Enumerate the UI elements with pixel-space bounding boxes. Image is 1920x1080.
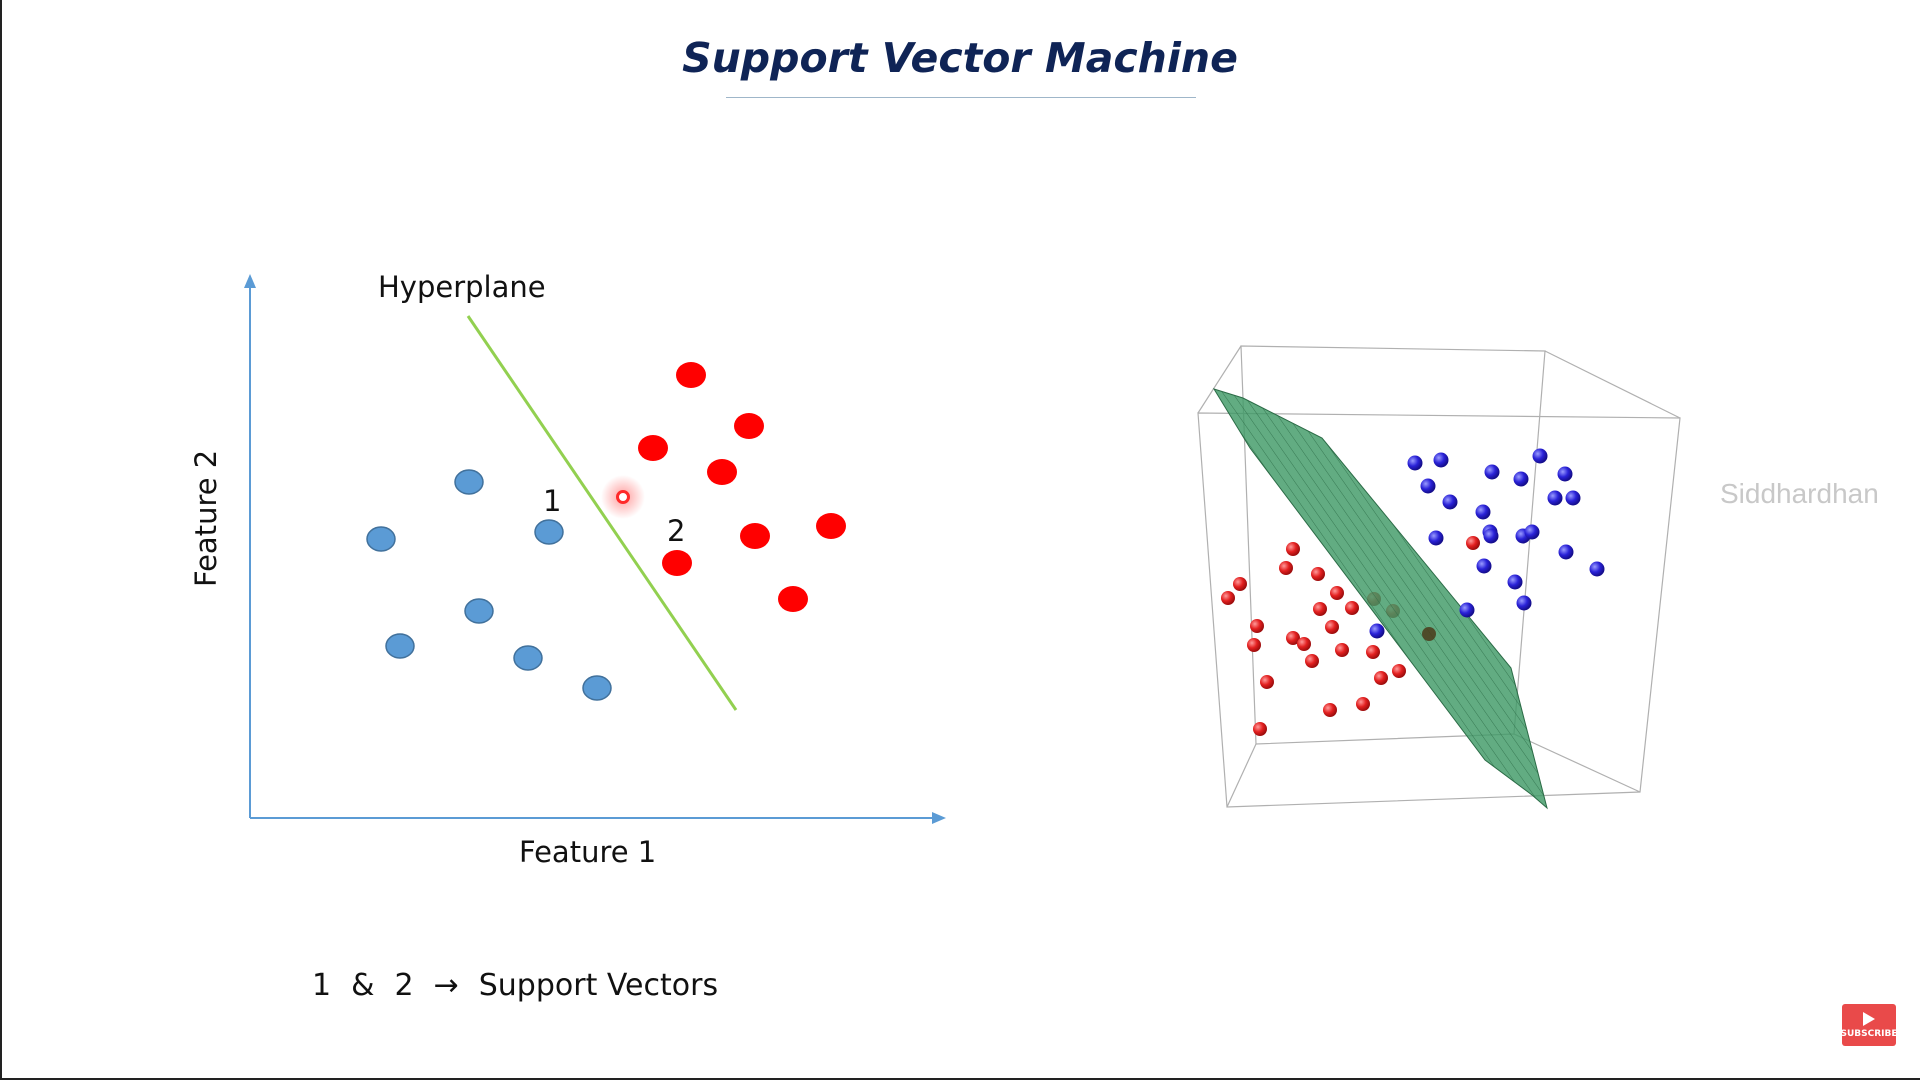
frame-left-border	[0, 0, 2, 1080]
red-sphere	[1286, 631, 1300, 645]
3d-points-front-of-plane	[1369, 448, 1605, 641]
note-part-2: 2	[394, 968, 414, 1003]
blue-sphere	[1442, 494, 1458, 510]
y-axis-label: Feature 2	[189, 450, 223, 587]
x-axis-arrow-icon	[932, 812, 946, 824]
slide-title: Support Vector Machine	[682, 34, 1238, 82]
blue-sphere	[1433, 452, 1449, 468]
blue-sphere	[1524, 524, 1540, 540]
subscribe-label: SUBSCRIBE	[1840, 1028, 1898, 1039]
blue-sphere	[1547, 490, 1563, 506]
note-part-1: 1	[312, 968, 332, 1003]
arrow-right-icon: →	[433, 968, 459, 1003]
red-point	[734, 413, 764, 439]
red-sphere	[1345, 601, 1359, 615]
blue-sphere	[1459, 602, 1475, 618]
red-point	[676, 362, 706, 388]
blue-sphere	[1589, 561, 1605, 577]
red-sphere	[1250, 619, 1264, 633]
red-sphere	[1392, 664, 1406, 678]
blue-sphere	[1532, 448, 1548, 464]
red-sphere	[1323, 703, 1337, 717]
red-point	[740, 523, 770, 549]
note-ampersand: &	[351, 968, 375, 1003]
red-sphere	[1466, 536, 1480, 550]
occluded-sphere	[1422, 627, 1436, 641]
red-sphere	[1325, 620, 1339, 634]
red-point	[662, 550, 692, 576]
blue-sphere	[1513, 471, 1529, 487]
watermark-text: Siddhardhan	[1720, 478, 1879, 509]
frame-bottom-border	[0, 1078, 1920, 1080]
support-vector-1-label: 1	[543, 484, 561, 518]
red-sphere	[1253, 722, 1267, 736]
blue-sphere	[1369, 623, 1385, 639]
blue-class-points	[366, 469, 612, 701]
hyperplane-line	[466, 315, 738, 711]
blue-sphere	[1484, 464, 1500, 480]
blue-sphere	[1428, 530, 1444, 546]
blue-sphere	[1507, 574, 1523, 590]
support-vectors-note: 1 & 2 → Support Vectors	[312, 968, 718, 1003]
blue-sphere	[1476, 558, 1492, 574]
red-sphere	[1247, 638, 1261, 652]
blue-sphere	[1558, 544, 1574, 560]
red-point	[778, 586, 808, 612]
red-sphere	[1313, 602, 1327, 616]
blue-sphere	[1407, 455, 1423, 471]
svm-2d-diagram: Hyperplane Feature 1 Feature 2 1 2	[189, 270, 946, 869]
red-sphere	[1305, 654, 1319, 668]
play-icon	[1863, 1011, 1875, 1026]
y-axis-arrow-icon	[244, 274, 256, 288]
red-sphere	[1221, 591, 1235, 605]
red-point	[707, 459, 737, 485]
red-sphere	[1356, 697, 1370, 711]
hyperplane-label: Hyperplane	[378, 270, 546, 304]
red-sphere	[1335, 643, 1349, 657]
note-text: Support Vectors	[478, 968, 719, 1003]
x-axis-label: Feature 1	[519, 835, 656, 869]
subscribe-button[interactable]: SUBSCRIBE	[1840, 1004, 1898, 1046]
red-class-points	[638, 362, 846, 612]
blue-point	[513, 645, 543, 671]
blue-sphere	[1516, 595, 1532, 611]
red-sphere	[1311, 567, 1325, 581]
svm-3d-plot	[1197, 345, 1681, 810]
red-sphere	[1233, 577, 1247, 591]
blue-sphere	[1557, 466, 1573, 482]
red-point	[638, 435, 668, 461]
blue-point	[385, 633, 415, 659]
support-vector-2-label: 2	[667, 514, 685, 548]
red-point	[816, 513, 846, 539]
blue-point	[464, 598, 494, 624]
red-sphere	[1374, 671, 1388, 685]
3d-hyperplane	[1212, 388, 1548, 810]
red-sphere	[1297, 637, 1311, 651]
red-sphere	[1260, 675, 1274, 689]
red-sphere	[1330, 586, 1344, 600]
blue-point	[454, 469, 484, 495]
blue-point	[582, 675, 612, 701]
laser-pointer-dot	[616, 490, 630, 504]
blue-point	[366, 526, 396, 552]
red-sphere	[1279, 561, 1293, 575]
blue-sphere	[1475, 504, 1491, 520]
blue-sphere	[1420, 478, 1436, 494]
blue-sphere	[1483, 528, 1499, 544]
blue-sphere	[1565, 490, 1581, 506]
red-sphere	[1286, 542, 1300, 556]
blue-point	[534, 519, 564, 545]
title-underline	[726, 97, 1196, 98]
red-sphere	[1366, 645, 1380, 659]
